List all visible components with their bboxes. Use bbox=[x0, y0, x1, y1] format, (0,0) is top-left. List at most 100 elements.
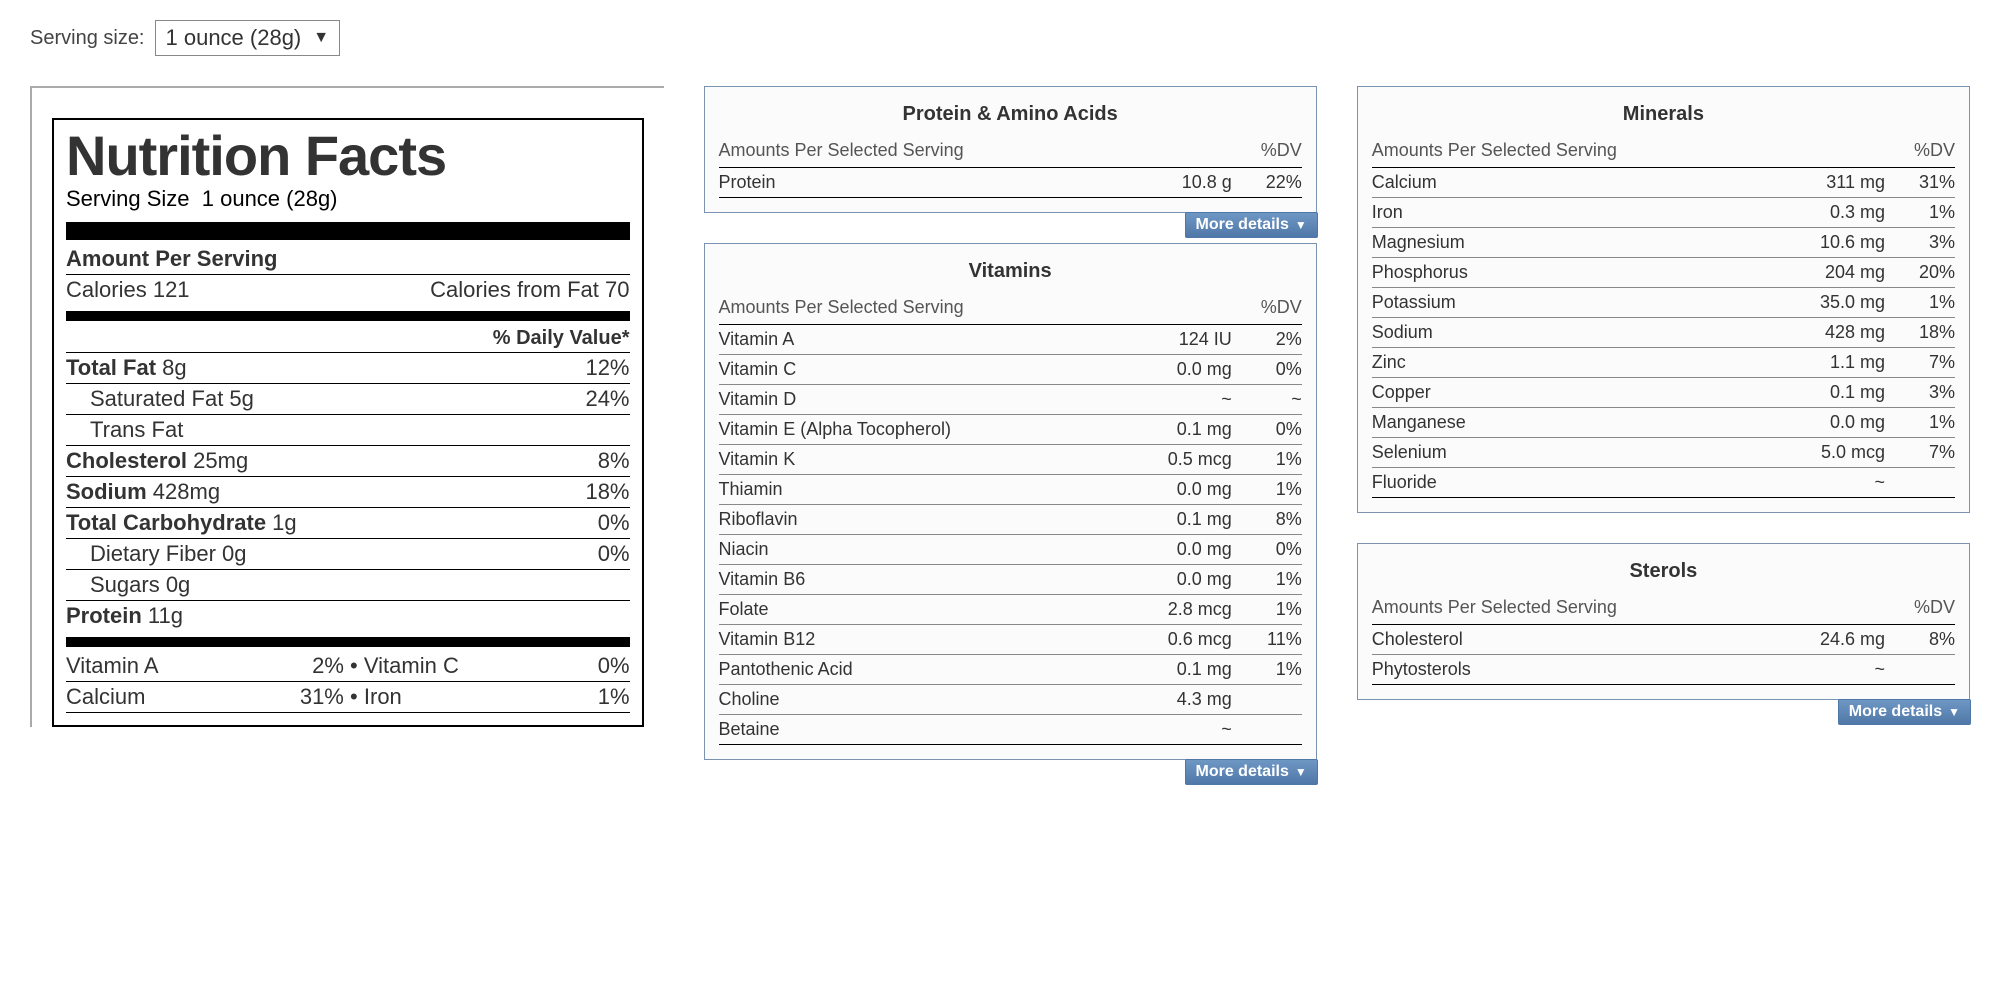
grid-label: Vitamin A bbox=[66, 651, 300, 681]
nutrient-name: Riboflavin bbox=[719, 505, 1122, 535]
more-details-button[interactable]: More details▼ bbox=[1185, 759, 1318, 785]
nutrient-row: Sodium 428mg18% bbox=[66, 477, 630, 507]
col-header: %DV bbox=[1885, 595, 1955, 625]
nutrient-name: Pantothenic Acid bbox=[719, 655, 1122, 685]
table-row: Vitamin D~~ bbox=[719, 385, 1302, 415]
nutrient-dv: 8% bbox=[1232, 505, 1302, 535]
nutrient-row: Dietary Fiber 0g0% bbox=[66, 539, 630, 569]
nutrient-dv: 20% bbox=[1885, 258, 1955, 288]
nutrient-name: Phytosterols bbox=[1372, 655, 1775, 685]
serving-size-label: Serving size: bbox=[30, 27, 145, 50]
nutrient-name: Calcium bbox=[1372, 168, 1775, 198]
nutrient-dv: 1% bbox=[1885, 408, 1955, 438]
table-row: Pantothenic Acid0.1 mg1% bbox=[719, 655, 1302, 685]
nutrient-row: Saturated Fat 5g24% bbox=[66, 384, 630, 414]
chevron-down-icon: ▼ bbox=[313, 29, 329, 47]
table-row: Sodium428 mg18% bbox=[1372, 318, 1955, 348]
table-row: Phosphorus204 mg20% bbox=[1372, 258, 1955, 288]
nutrient-amount: 0.3 mg bbox=[1775, 198, 1885, 228]
col-header: Amounts Per Selected Serving bbox=[1372, 595, 1775, 625]
panel-title: Vitamins bbox=[719, 260, 1302, 283]
grid-value: 0% bbox=[598, 651, 630, 681]
panel-title: Minerals bbox=[1372, 103, 1955, 126]
nutrient-name: Betaine bbox=[719, 715, 1122, 745]
detail-panel: SterolsAmounts Per Selected Serving%DVCh… bbox=[1357, 543, 1970, 700]
more-details-button[interactable]: More details▼ bbox=[1838, 699, 1971, 725]
nutrient-name: Selenium bbox=[1372, 438, 1775, 468]
table-row: Vitamin C0.0 mg0% bbox=[719, 355, 1302, 385]
nutrient-amount: 0.0 mg bbox=[1122, 565, 1232, 595]
content-columns: Nutrition Facts Serving Size 1 ounce (28… bbox=[30, 86, 1970, 760]
nutrient-name: Fluoride bbox=[1372, 468, 1775, 498]
grid-value: 31% bbox=[300, 682, 344, 712]
serving-size-row: Serving size: 1 ounce (28g) ▼ bbox=[30, 20, 1970, 56]
col-header: %DV bbox=[1232, 295, 1302, 325]
panel-title: Protein & Amino Acids bbox=[719, 103, 1302, 126]
nutrient-name: Vitamin D bbox=[719, 385, 1122, 415]
nutrient-amount: 5.0 mcg bbox=[1775, 438, 1885, 468]
nutrient-dv: 22% bbox=[1232, 168, 1302, 198]
nutrient-name: Zinc bbox=[1372, 348, 1775, 378]
table-row: Selenium5.0 mcg7% bbox=[1372, 438, 1955, 468]
col-header: %DV bbox=[1232, 138, 1302, 168]
col-header: %DV bbox=[1885, 138, 1955, 168]
col-header: Amounts Per Selected Serving bbox=[1372, 138, 1775, 168]
nutrient-dv: ~ bbox=[1232, 385, 1302, 415]
nutrient-dv: 2% bbox=[1232, 325, 1302, 355]
panel-title: Sterols bbox=[1372, 560, 1955, 583]
nutrient-amount: 1.1 mg bbox=[1775, 348, 1885, 378]
nutrition-facts-label: Nutrition Facts Serving Size 1 ounce (28… bbox=[52, 118, 644, 727]
table-row: Potassium35.0 mg1% bbox=[1372, 288, 1955, 318]
nutrient-amount: 10.6 mg bbox=[1775, 228, 1885, 258]
nutrient-dv: 0% bbox=[1232, 355, 1302, 385]
nutrient-dv: 18% bbox=[1885, 318, 1955, 348]
nutrient-dv bbox=[1232, 715, 1302, 745]
nutrition-label-wrapper: Nutrition Facts Serving Size 1 ounce (28… bbox=[30, 86, 664, 727]
col-header: Amounts Per Selected Serving bbox=[719, 138, 1122, 168]
nutrient-name: Manganese bbox=[1372, 408, 1775, 438]
serving-size-select[interactable]: 1 ounce (28g) ▼ bbox=[155, 20, 341, 56]
grid-label: Calcium bbox=[66, 682, 300, 712]
table-row: Phytosterols~ bbox=[1372, 655, 1955, 685]
nutrient-dv: 0% bbox=[1232, 415, 1302, 445]
table-row: Zinc1.1 mg7% bbox=[1372, 348, 1955, 378]
more-details-button[interactable]: More details▼ bbox=[1185, 212, 1318, 238]
grid-value: 2% bbox=[300, 651, 344, 681]
table-row: Vitamin B60.0 mg1% bbox=[719, 565, 1302, 595]
nutrient-name: Iron bbox=[1372, 198, 1775, 228]
chevron-down-icon: ▼ bbox=[1948, 705, 1960, 719]
nutrient-row: Trans Fat bbox=[66, 415, 630, 445]
nutrient-name: Potassium bbox=[1372, 288, 1775, 318]
nutrient-amount: 0.1 mg bbox=[1775, 378, 1885, 408]
nutrient-row: Cholesterol 25mg8% bbox=[66, 446, 630, 476]
table-row: Thiamin0.0 mg1% bbox=[719, 475, 1302, 505]
nutrient-rows: Total Fat 8g12%Saturated Fat 5g24%Trans … bbox=[66, 352, 630, 631]
nutrient-dv: 31% bbox=[1885, 168, 1955, 198]
nutrient-name: Vitamin B12 bbox=[719, 625, 1122, 655]
nutrient-amount: 35.0 mg bbox=[1775, 288, 1885, 318]
nutrient-dv bbox=[1885, 655, 1955, 685]
table-row: Vitamin A124 IU2% bbox=[719, 325, 1302, 355]
nutrient-name: Sodium bbox=[1372, 318, 1775, 348]
detail-column-3: Minerals Amounts Per Selected Serving %DV C… bbox=[1357, 86, 1970, 700]
nutrient-amount: 0.1 mg bbox=[1122, 505, 1232, 535]
nutrient-amount: ~ bbox=[1122, 715, 1232, 745]
nutrient-amount: 0.0 mg bbox=[1122, 355, 1232, 385]
bullet-icon: • bbox=[344, 651, 364, 681]
nutrient-amount: 0.0 mg bbox=[1775, 408, 1885, 438]
nutrient-name: Niacin bbox=[719, 535, 1122, 565]
nutrient-amount: 124 IU bbox=[1122, 325, 1232, 355]
nutrient-amount: 0.5 mcg bbox=[1122, 445, 1232, 475]
nutrient-name: Vitamin E (Alpha Tocopherol) bbox=[719, 415, 1122, 445]
nutrient-amount: ~ bbox=[1122, 385, 1232, 415]
nutrient-dv: 3% bbox=[1885, 228, 1955, 258]
nutrient-amount: 311 mg bbox=[1775, 168, 1885, 198]
grid-label: Vitamin C bbox=[364, 651, 598, 681]
nutrient-amount: 0.6 mcg bbox=[1122, 625, 1232, 655]
nutrient-dv: 1% bbox=[1232, 655, 1302, 685]
serving-line-label: Serving Size bbox=[66, 186, 190, 211]
serving-line-value: 1 ounce (28g) bbox=[202, 186, 338, 211]
nutrient-amount: 0.0 mg bbox=[1122, 535, 1232, 565]
nutrient-amount: 0.0 mg bbox=[1122, 475, 1232, 505]
nutrient-dv: 1% bbox=[1885, 288, 1955, 318]
